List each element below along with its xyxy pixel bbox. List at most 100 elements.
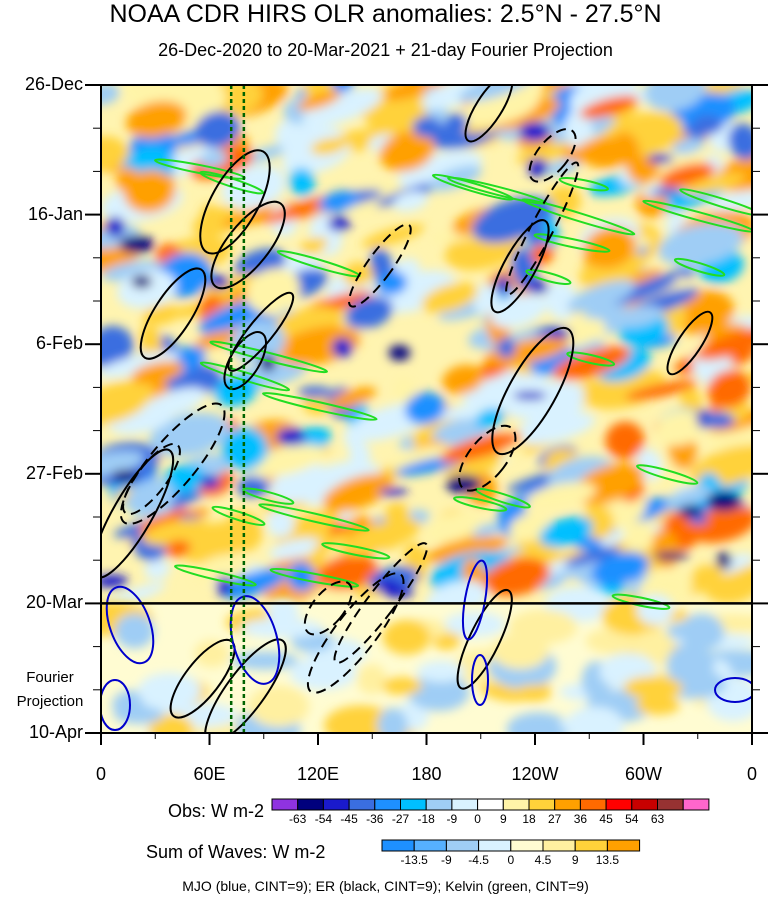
field-blob bbox=[322, 473, 394, 512]
field-core bbox=[702, 412, 735, 429]
field-blob bbox=[490, 294, 548, 328]
field-core bbox=[200, 475, 220, 489]
field-blob bbox=[610, 305, 664, 328]
x-tick-label: 0 bbox=[95, 764, 106, 784]
er-contour bbox=[333, 542, 429, 664]
field-blob bbox=[376, 271, 408, 296]
obs-colorbar-tick: 0 bbox=[474, 812, 481, 826]
er-contour bbox=[101, 448, 175, 579]
x-tick-label: 120W bbox=[511, 764, 559, 784]
field-blob bbox=[442, 364, 484, 395]
er-contour bbox=[199, 149, 271, 255]
kelvin-contour bbox=[642, 199, 752, 233]
field-blob bbox=[574, 137, 623, 163]
field-core bbox=[328, 216, 351, 232]
field-blob bbox=[683, 173, 746, 195]
field-blob bbox=[121, 85, 157, 102]
field-blob bbox=[644, 85, 707, 112]
projection-blob bbox=[377, 707, 408, 733]
field-blob bbox=[483, 557, 551, 597]
x-tick-label: 180 bbox=[411, 764, 442, 784]
field-blob bbox=[124, 170, 176, 213]
field-blob bbox=[144, 559, 170, 580]
field-blob bbox=[564, 546, 621, 567]
er-contour bbox=[490, 219, 550, 314]
field-core bbox=[689, 514, 708, 525]
obs-colorbar-swatch bbox=[657, 798, 684, 811]
er-contour bbox=[303, 580, 353, 636]
field-core bbox=[650, 187, 683, 196]
chart-title: NOAA CDR HIRS OLR anomalies: 2.5°N - 27.… bbox=[109, 0, 662, 28]
projection-blob bbox=[137, 672, 202, 710]
wave-colorbar-tick: 9 bbox=[571, 853, 579, 867]
er-contour bbox=[491, 326, 575, 456]
field-core bbox=[260, 354, 276, 372]
field-blob bbox=[426, 536, 508, 564]
field-core bbox=[119, 235, 155, 254]
projection-blob bbox=[636, 594, 674, 625]
projection-blob bbox=[240, 618, 323, 638]
fourier-label-line2: Projection bbox=[16, 693, 84, 710]
er-contour bbox=[348, 223, 412, 308]
wave-colorbar-tick: -9 bbox=[441, 853, 452, 867]
field-blob bbox=[101, 85, 120, 105]
field-blob bbox=[328, 387, 377, 410]
er-contour bbox=[227, 291, 295, 372]
field-blob bbox=[707, 369, 752, 408]
field-blob bbox=[318, 190, 360, 213]
er-contour bbox=[458, 424, 517, 492]
kelvin-contour bbox=[611, 593, 671, 610]
obs-colorbar-tick: -45 bbox=[340, 812, 358, 826]
field-blob bbox=[199, 150, 228, 168]
field-blob bbox=[421, 282, 478, 314]
field-core bbox=[101, 574, 129, 588]
kelvin-contour bbox=[453, 496, 508, 512]
field-blob bbox=[689, 505, 752, 543]
obs-colorbar-swatch bbox=[451, 798, 479, 811]
obs-colorbar-swatch bbox=[322, 798, 350, 811]
field-core bbox=[131, 275, 152, 289]
field-blob bbox=[101, 351, 180, 378]
mjo-contour bbox=[101, 679, 131, 731]
field-blob bbox=[262, 195, 338, 224]
field-blob bbox=[622, 521, 656, 552]
er-contour bbox=[666, 310, 714, 376]
kelvin-contour bbox=[533, 233, 611, 253]
obs-colorbar-swatch bbox=[605, 798, 633, 811]
kelvin-contour bbox=[673, 257, 726, 277]
obs-colorbar-tick: 45 bbox=[599, 812, 613, 826]
projection-blob bbox=[382, 619, 431, 655]
projection-blob bbox=[491, 632, 549, 670]
field-blob bbox=[142, 304, 180, 326]
field-blob bbox=[101, 450, 145, 479]
kelvin-contour bbox=[566, 351, 616, 367]
obs-colorbar-swatch bbox=[271, 798, 299, 811]
y-tick-label: 20-Mar bbox=[25, 592, 83, 613]
field-core bbox=[647, 154, 674, 164]
field-core bbox=[653, 551, 689, 560]
field-blob bbox=[142, 519, 211, 546]
er-contour bbox=[306, 572, 405, 694]
field-core bbox=[412, 116, 442, 138]
field-core bbox=[513, 391, 547, 400]
legend-text: MJO (blue, CINT=9); ER (black, CINT=9); … bbox=[182, 878, 589, 894]
chart-subtitle: 26-Dec-2020 to 20-Mar-2021 + 21-day Four… bbox=[158, 40, 613, 60]
obs-colorbar-swatch bbox=[477, 798, 504, 811]
field-blob bbox=[682, 296, 710, 327]
field-blob bbox=[664, 486, 713, 507]
kelvin-contour bbox=[321, 542, 391, 560]
er-contour bbox=[204, 638, 287, 733]
field-core bbox=[497, 337, 516, 359]
field-core bbox=[706, 491, 742, 512]
field-blob bbox=[579, 95, 639, 119]
field-core bbox=[374, 578, 400, 591]
field-blob bbox=[310, 137, 347, 155]
obs-colorbar-tick: -36 bbox=[366, 812, 384, 826]
wave-colorbar-tick: 13.5 bbox=[595, 853, 620, 867]
field-blob bbox=[269, 537, 321, 560]
kelvin-contour bbox=[431, 173, 514, 201]
field-blob bbox=[483, 337, 570, 366]
obs-colorbar-tick: 54 bbox=[625, 812, 639, 826]
wave-contours bbox=[101, 85, 752, 733]
